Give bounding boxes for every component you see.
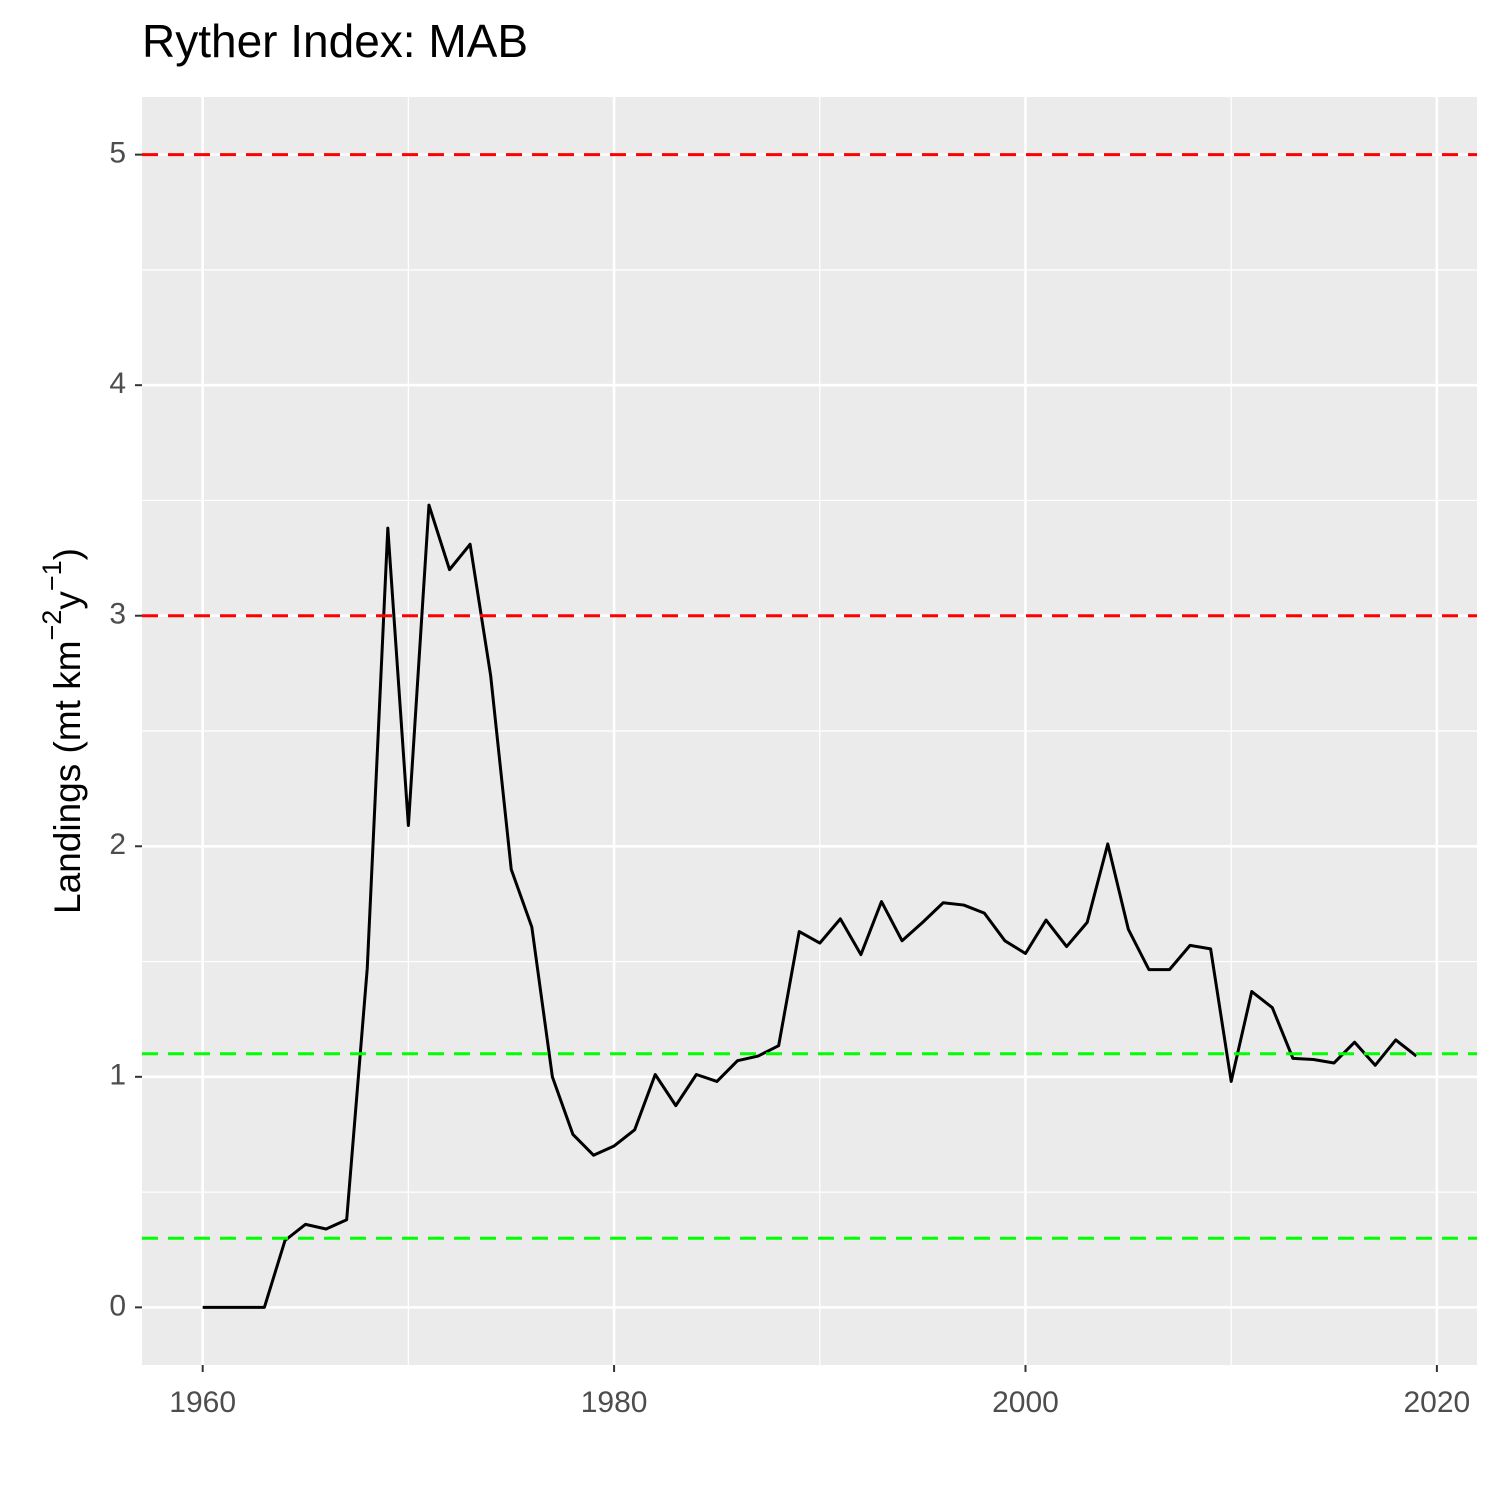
y-tick-label: 2 <box>109 828 126 861</box>
y-tick-label: 0 <box>109 1289 126 1322</box>
y-tick-label: 5 <box>109 137 126 170</box>
x-tick-label: 2020 <box>1404 1386 1471 1419</box>
y-label-sup: −2 <box>37 610 67 641</box>
y-tick-label: 4 <box>109 367 126 400</box>
chart-title: Ryther Index: MAB <box>142 15 528 67</box>
data-line <box>202 503 1418 1309</box>
y-tick-label: 3 <box>109 598 126 631</box>
y-tick-label: 1 <box>109 1059 126 1092</box>
y-label-part: Landings (mt km <box>47 640 88 914</box>
x-tick-label: 1980 <box>581 1386 648 1419</box>
x-tick-label: 1960 <box>169 1386 236 1419</box>
y-label-part: ) <box>47 548 88 560</box>
x-tick-label: 2000 <box>992 1386 1059 1419</box>
y-label-part: y <box>47 591 88 610</box>
y-label-sup: −1 <box>37 560 67 591</box>
y-axis-label: Landings (mt km−2y−1) <box>37 548 88 914</box>
